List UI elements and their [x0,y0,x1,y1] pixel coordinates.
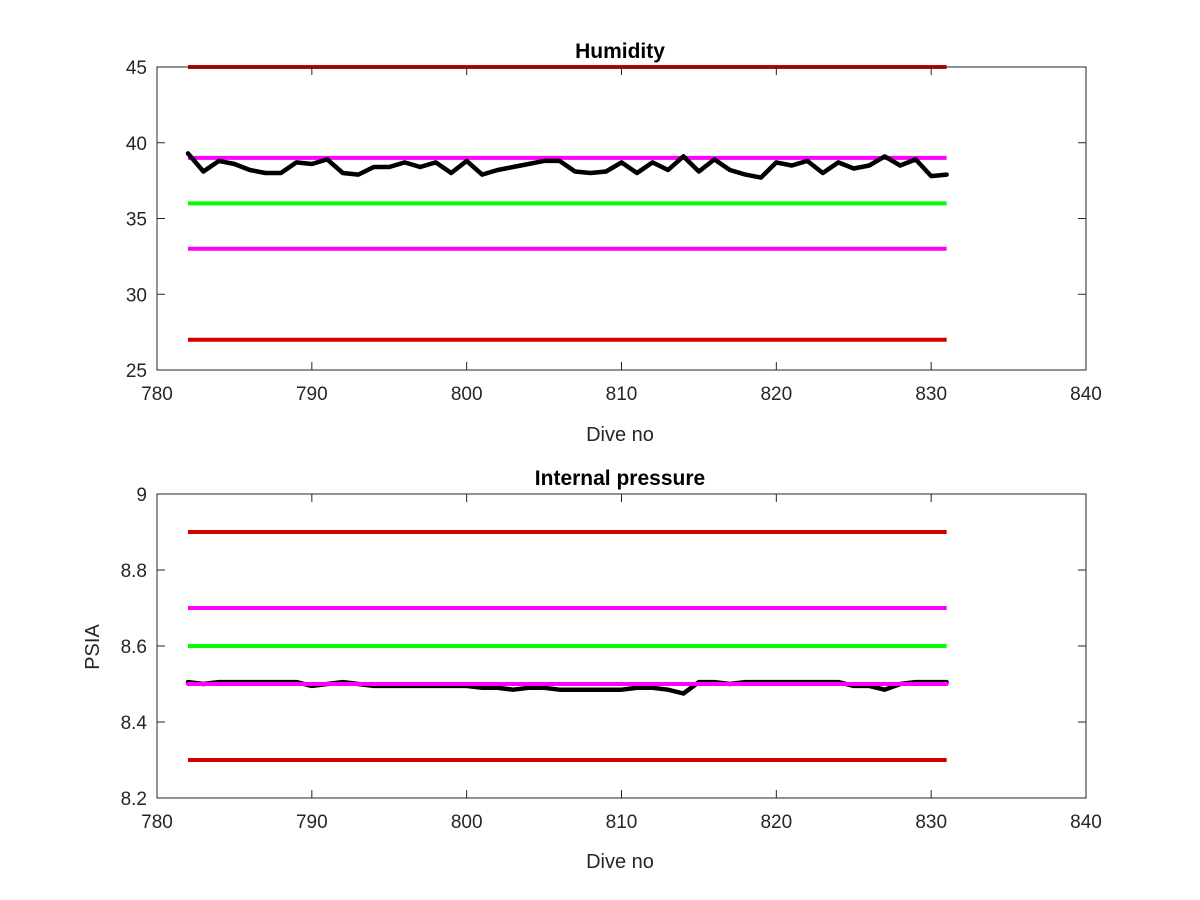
humidity-title: Humidity [575,40,665,63]
humidity-y-tick-label: 35 [126,210,147,231]
humidity-x-tick-label: 800 [451,384,483,405]
humidity-x-tick-label: 780 [141,384,173,405]
humidity-y-tick-label: 25 [126,361,147,382]
humidity-panel: Humidity 780 790 800 810 820 830 840 25 30 35 40 45… [126,40,1102,446]
pressure-y-axis-label: PSIA [82,624,104,670]
humidity-x-tick-label: 820 [760,384,792,405]
humidity-y-tick-label: 30 [126,285,147,306]
internal-pressure-panel: Internal pressure 780 790 800 810 820 830 840 8… [82,467,1102,873]
pressure-x-tick-label: 790 [296,812,328,833]
pressure-x-tick-label: 830 [915,812,947,833]
pressure-y-tick-label: 8.2 [121,789,147,810]
pressure-x-tick-label: 780 [141,812,173,833]
humidity-x-tick-label: 810 [606,384,638,405]
humidity-x-tick-label: 830 [915,384,947,405]
pressure-x-tick-label: 840 [1070,812,1102,833]
pressure-x-tick-label: 810 [606,812,638,833]
humidity-y-tick-label: 40 [126,134,147,155]
humidity-x-tick-label: 840 [1070,384,1102,405]
pressure-y-tick-label: 8.6 [121,637,147,658]
pressure-y-tick-label: 8.8 [121,561,147,582]
pressure-plot-area: 780 790 800 810 820 830 840 8.2 8.4 8.6 8.8 9 [121,485,1102,833]
humidity-x-axis-label: Dive no [586,424,654,446]
pressure-y-tick-label: 8.4 [121,713,148,734]
humidity-series-line-0 [185,151,949,180]
pressure-y-tick-label: 9 [136,485,147,506]
humidity-plot-area: 780 790 800 810 820 830 840 25 30 35 40 45 [126,58,1102,405]
humidity-x-tick-label: 790 [296,384,328,405]
pressure-title: Internal pressure [535,467,705,490]
pressure-x-axis-label: Dive no [586,851,654,873]
pressure-x-tick-label: 800 [451,812,483,833]
humidity-y-tick-label: 45 [126,58,147,79]
pressure-x-tick-label: 820 [760,812,792,833]
